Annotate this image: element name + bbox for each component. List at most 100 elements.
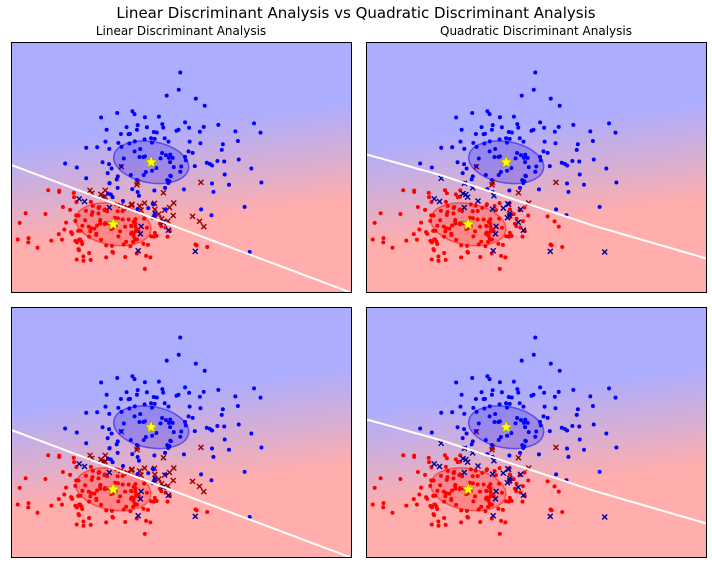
- data-point-class0: [56, 232, 61, 237]
- data-point-class0: [381, 236, 386, 241]
- data-point-class1: [178, 434, 183, 439]
- data-point-class0: [478, 224, 483, 229]
- data-point-class0: [497, 531, 502, 536]
- data-point-class0: [83, 483, 88, 488]
- data-point-class0: [133, 224, 138, 229]
- data-point-class0: [15, 237, 20, 242]
- misclassified-point-class1: [520, 227, 527, 234]
- data-point-class1: [487, 414, 492, 419]
- data-point-class1: [154, 395, 159, 400]
- data-point-class0: [509, 233, 514, 238]
- data-point-class1: [462, 162, 467, 167]
- data-point-class1: [160, 416, 165, 421]
- misclassified-point-class0: [196, 483, 203, 490]
- data-point-class0: [475, 217, 480, 222]
- data-point-class1: [564, 446, 569, 451]
- data-point-class1: [538, 385, 543, 390]
- misclassified-point-class0: [170, 199, 177, 206]
- data-point-class1: [136, 193, 141, 198]
- data-point-class0: [398, 211, 403, 216]
- data-point-class1: [523, 439, 528, 444]
- data-point-class1: [523, 174, 528, 179]
- data-point-class0: [442, 188, 447, 193]
- data-point-class1: [538, 158, 543, 163]
- data-point-class1: [590, 403, 595, 408]
- data-point-class0: [460, 209, 465, 214]
- class1-mean-star: [144, 419, 159, 434]
- data-point-class1: [179, 429, 184, 434]
- data-point-class1: [462, 146, 467, 151]
- data-point-class0: [105, 474, 110, 479]
- data-point-class0: [453, 457, 458, 462]
- data-point-class0: [470, 216, 475, 221]
- class0-mean-star: [106, 481, 121, 496]
- data-point-class0: [445, 468, 450, 473]
- data-point-class0: [165, 499, 170, 504]
- data-point-class0: [43, 211, 48, 216]
- misclassified-point-class1: [547, 513, 554, 520]
- misclassified-point-class0: [515, 454, 522, 461]
- data-point-class0: [57, 454, 62, 459]
- data-point-class0: [433, 228, 438, 233]
- data-point-class0: [94, 231, 99, 236]
- misclassified-point-class0: [170, 212, 177, 219]
- data-point-class1: [509, 130, 514, 135]
- misclassified-point-class0: [197, 444, 204, 451]
- data-point-class0: [444, 191, 449, 196]
- data-point-class0: [412, 189, 417, 194]
- data-point-class0: [509, 498, 514, 503]
- data-point-class1: [144, 125, 149, 130]
- data-point-class0: [526, 213, 531, 218]
- data-point-class0: [552, 219, 557, 224]
- data-point-class1: [604, 431, 609, 436]
- data-point-class1: [607, 386, 612, 391]
- data-point-class0: [499, 225, 504, 230]
- plot-qda-top: [366, 42, 707, 293]
- data-point-class0: [370, 237, 375, 242]
- data-point-class1: [518, 450, 523, 455]
- data-point-class0: [447, 491, 452, 496]
- data-point-class0: [488, 224, 493, 229]
- misclassified-point-class0: [197, 179, 204, 186]
- data-point-class1: [146, 471, 151, 476]
- data-point-class0: [378, 476, 383, 481]
- data-point-class0: [76, 512, 81, 517]
- data-point-class1: [138, 412, 143, 417]
- data-point-class1: [520, 443, 525, 448]
- data-point-class1: [538, 120, 543, 125]
- data-point-class1: [542, 139, 547, 144]
- data-point-class1: [126, 132, 131, 137]
- data-point-class0: [98, 482, 103, 487]
- data-point-class1: [150, 201, 155, 206]
- data-point-class0: [428, 503, 433, 508]
- data-point-class1: [198, 406, 203, 411]
- data-point-class0: [90, 210, 95, 215]
- data-point-class1: [515, 122, 520, 127]
- data-point-class0: [96, 205, 101, 210]
- misclassified-point-class0: [166, 469, 173, 476]
- data-point-class1: [439, 145, 444, 150]
- data-point-class0: [90, 468, 95, 473]
- data-point-class0: [431, 478, 436, 483]
- data-point-class1: [517, 401, 522, 406]
- data-point-class0: [120, 473, 125, 478]
- data-point-class1: [176, 352, 181, 357]
- data-point-class1: [454, 380, 459, 385]
- data-point-class0: [87, 499, 92, 504]
- data-point-class1: [454, 115, 459, 120]
- data-point-class1: [531, 87, 536, 92]
- data-point-class1: [211, 189, 216, 194]
- data-point-class0: [86, 224, 91, 229]
- subplot-title-qda: Quadratic Discriminant Analysis: [440, 24, 632, 38]
- data-point-class1: [545, 415, 550, 420]
- data-point-class0: [450, 488, 455, 493]
- data-point-class1: [135, 388, 140, 393]
- misclassified-point-class1: [138, 223, 145, 230]
- data-point-class0: [445, 203, 450, 208]
- data-point-class1: [506, 395, 511, 400]
- data-point-class0: [78, 228, 83, 233]
- misclassified-point-class1: [493, 488, 500, 495]
- data-point-class0: [428, 483, 433, 488]
- misclassified-point-class1: [490, 512, 497, 519]
- data-point-class0: [26, 505, 31, 510]
